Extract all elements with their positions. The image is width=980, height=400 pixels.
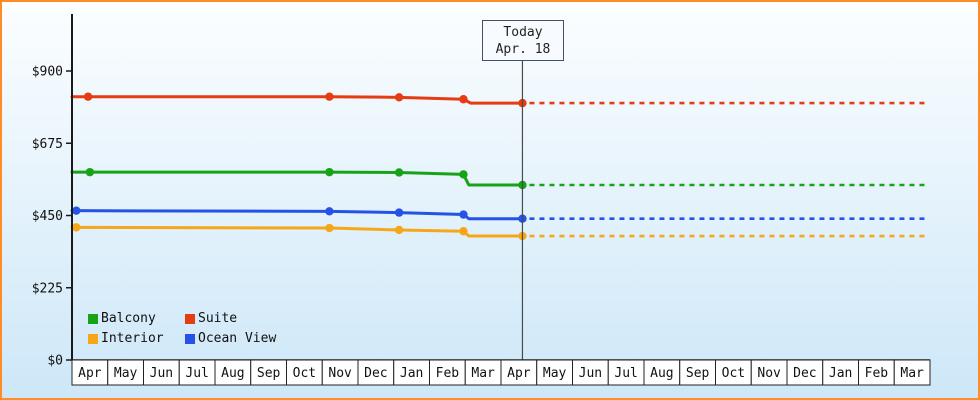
legend-item-balcony: Balcony <box>88 311 185 326</box>
data-point-ocean-view <box>72 206 81 215</box>
series-line-balcony <box>70 170 524 187</box>
month-cell <box>679 359 716 386</box>
today-label: Today <box>503 24 543 40</box>
month-label: May <box>114 366 138 381</box>
month-label: Aug <box>221 366 244 381</box>
series-line-interior <box>70 225 524 238</box>
month-cell <box>750 359 788 386</box>
series-line-ocean-view <box>70 209 524 221</box>
month-label: Oct <box>293 366 316 381</box>
data-point-ocean-view <box>325 207 334 216</box>
y-axis-label: $450 <box>32 209 63 224</box>
month-cell <box>536 359 573 386</box>
month-label: Jul <box>614 366 637 381</box>
y-axis-label: $225 <box>32 281 63 296</box>
legend-label-balcony: Balcony <box>101 311 156 326</box>
data-point-interior <box>459 227 468 236</box>
month-cell <box>357 359 395 386</box>
y-axis-label: $0 <box>47 354 63 369</box>
legend-label-suite: Suite <box>198 311 238 326</box>
data-point-balcony <box>394 168 404 177</box>
month-cell <box>143 359 180 386</box>
month-label: Jun <box>150 366 173 381</box>
month-label: Dec <box>793 366 816 381</box>
balcony-swatch-icon <box>88 313 98 324</box>
month-label: May <box>543 366 567 381</box>
month-cell <box>286 359 323 386</box>
month-cell <box>178 359 216 386</box>
series-line-suite <box>70 95 524 105</box>
legend-label-ocean-view: Ocean View <box>198 331 277 346</box>
month-cell <box>893 359 931 386</box>
data-point-suite <box>83 92 93 101</box>
month-label: Jul <box>185 366 208 381</box>
ocean-view-swatch-icon <box>185 333 195 344</box>
month-cell <box>107 359 144 386</box>
month-label: Jun <box>579 366 602 381</box>
month-label: Mar <box>471 366 495 381</box>
interior-swatch-icon <box>88 333 98 344</box>
month-label: Sep <box>686 366 710 381</box>
data-point-balcony <box>459 170 468 179</box>
month-cell <box>500 359 538 386</box>
month-label: Jan <box>400 366 423 381</box>
month-label: Aug <box>650 366 673 381</box>
data-point-balcony <box>85 167 95 177</box>
month-cell <box>214 359 252 386</box>
data-point-interior <box>72 223 81 232</box>
data-point-ocean-view <box>394 208 404 217</box>
month-label: Apr <box>78 366 102 381</box>
month-label: Mar <box>900 366 924 381</box>
month-label: Feb <box>865 366 889 381</box>
month-label: Dec <box>364 366 387 381</box>
month-label: Nov <box>328 366 352 381</box>
data-point-interior <box>394 225 404 235</box>
month-label: Apr <box>507 366 531 381</box>
data-point-interior <box>325 223 334 233</box>
data-point-suite <box>325 92 334 101</box>
legend-item-ocean-view: Ocean View <box>185 331 276 346</box>
today-marker-box: Today Apr. 18 <box>482 20 564 61</box>
month-label: Oct <box>722 366 745 381</box>
month-cell <box>250 359 287 386</box>
month-cell <box>786 359 824 386</box>
legend-label-interior: Interior <box>101 331 164 346</box>
month-label: Jan <box>829 366 852 381</box>
month-cell <box>464 359 502 386</box>
month-label: Nov <box>757 366 781 381</box>
month-cell <box>393 359 430 386</box>
today-date: Apr. 18 <box>495 41 551 57</box>
y-axis-label: $675 <box>32 137 63 152</box>
suite-swatch-icon <box>185 313 195 324</box>
month-cell <box>715 359 752 386</box>
data-point-suite <box>459 95 468 104</box>
data-point-ocean-view <box>459 210 468 219</box>
data-point-balcony <box>325 167 334 177</box>
chart-legend: Balcony Suite Interior Ocean View <box>88 311 276 346</box>
month-label: Feb <box>436 366 460 381</box>
month-label: Sep <box>257 366 281 381</box>
data-point-suite <box>394 93 404 102</box>
legend-item-suite: Suite <box>185 311 276 326</box>
y-axis-label: $900 <box>32 65 63 80</box>
month-cell <box>71 359 109 386</box>
legend-item-interior: Interior <box>88 331 185 346</box>
